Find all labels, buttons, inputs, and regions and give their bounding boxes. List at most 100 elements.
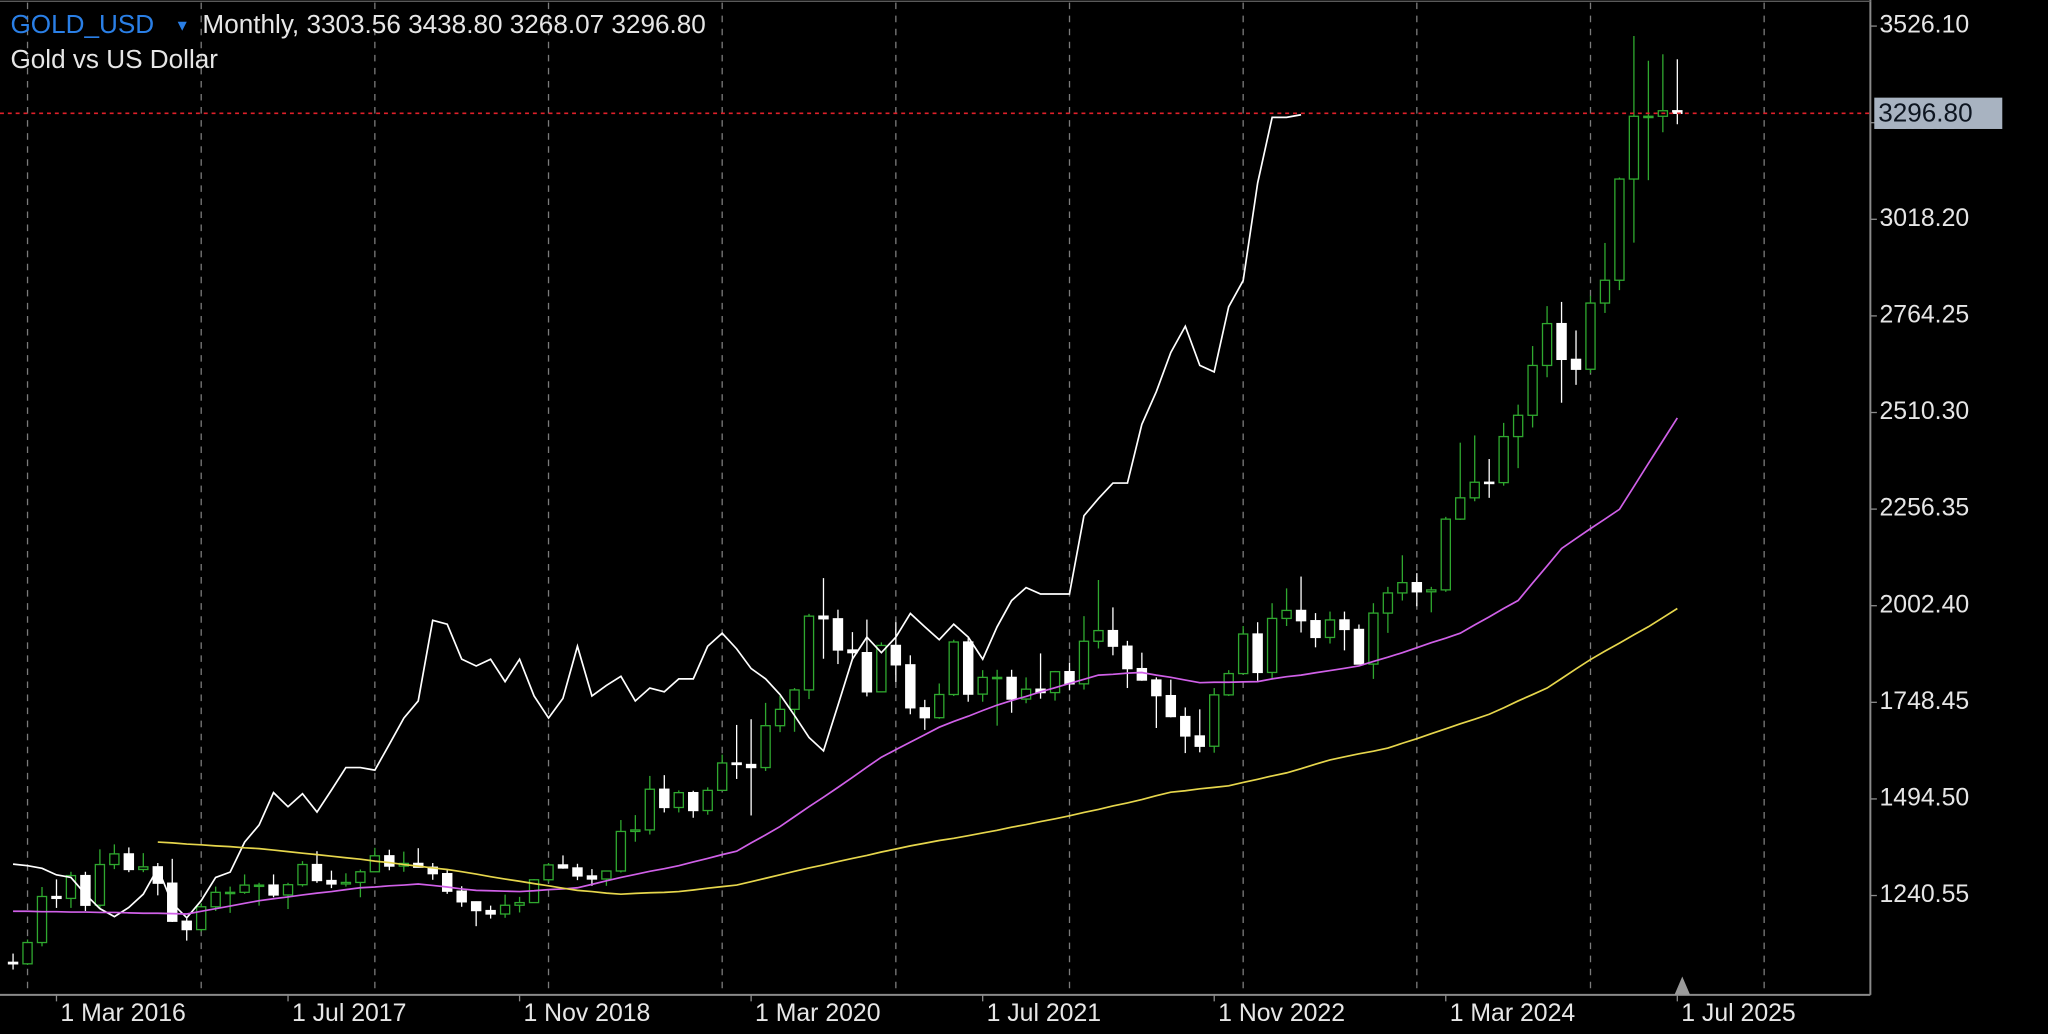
candle-body (297, 863, 308, 886)
candle-body (977, 676, 988, 695)
candle-body (962, 641, 974, 695)
candle-body (1541, 322, 1553, 367)
candle-body (253, 884, 265, 888)
candle-body (1281, 609, 1292, 620)
candle-body (1556, 322, 1567, 361)
candle-body (1180, 715, 1191, 737)
candle-body (659, 788, 670, 809)
candle-body (1093, 629, 1104, 642)
candle-body (123, 853, 135, 871)
candle-body (630, 829, 641, 833)
candle-body (1585, 302, 1596, 370)
candle-body (890, 644, 902, 666)
candle-body (1397, 582, 1408, 594)
candle-body (1266, 617, 1278, 674)
candle-body (1483, 481, 1495, 485)
candle-body (919, 707, 931, 719)
candle-body (51, 895, 62, 900)
candle-body (948, 641, 959, 696)
y-tick-label: 3526.10 (1880, 12, 1970, 39)
candle-body (1643, 115, 1654, 119)
y-tick-label: 3018.20 (1880, 205, 1970, 232)
y-tick-label: 2256.35 (1880, 495, 1970, 522)
y-tick-label: 1748.45 (1880, 688, 1970, 715)
candle-body (80, 874, 91, 906)
candle-body (905, 664, 916, 709)
candle-body (789, 689, 800, 710)
candle-body (1498, 435, 1509, 484)
period-marker (1674, 976, 1691, 995)
candle-body (1078, 640, 1090, 685)
candle-body (1368, 612, 1379, 665)
candle-body (94, 863, 106, 906)
candle-body (470, 901, 482, 912)
candle-body (355, 871, 366, 884)
candle-body (456, 890, 467, 903)
x-tick-label: 1 Jul 2017 (292, 1000, 406, 1027)
candle-body (1136, 667, 1148, 681)
candle-body (441, 873, 453, 892)
candle-body (181, 920, 192, 931)
candle-body (1151, 679, 1162, 697)
y-tick-label: 1494.50 (1880, 784, 1970, 811)
candle-body (1469, 481, 1480, 499)
candle-body (1310, 620, 1321, 639)
candle-body (1223, 672, 1234, 696)
candle-body (760, 725, 771, 769)
x-tick-label: 1 Jul 2021 (987, 1000, 1101, 1027)
candle-body (1295, 609, 1307, 622)
candle-body (138, 866, 149, 871)
candle-body (268, 884, 279, 896)
candle-body (818, 615, 829, 620)
candle-body (1455, 497, 1466, 520)
candle-body (803, 615, 815, 691)
candle-body (876, 644, 887, 693)
candle-body (557, 864, 569, 869)
candle-body (1252, 633, 1263, 674)
ohlc-header: Monthly, 3303.56 3438.80 3268.07 3296.80 (202, 9, 705, 39)
candle-body (109, 853, 120, 866)
symbol-dropdown[interactable]: ▾ (178, 14, 188, 35)
candle-body (1324, 619, 1336, 639)
x-tick-label: 1 Nov 2018 (523, 1000, 650, 1027)
candle-body (326, 879, 337, 885)
candle-body (1628, 115, 1640, 180)
candle-body (832, 618, 844, 651)
candle-body (847, 649, 858, 654)
y-tick-label: 2002.40 (1880, 591, 1970, 618)
candle-body (1194, 735, 1205, 747)
last-price-label: 3296.80 (1878, 98, 1972, 128)
candle-body (543, 864, 554, 881)
y-tick-label: 2764.25 (1880, 301, 1970, 328)
candle-body (934, 693, 945, 719)
candle-body (1237, 633, 1249, 675)
candle-body (485, 909, 496, 915)
candle-body (369, 855, 381, 873)
candle-body (1512, 414, 1524, 438)
candle-body (22, 941, 33, 965)
candle-body (384, 855, 395, 867)
plot (0, 36, 1871, 970)
candle-body (731, 762, 742, 766)
candle-body (1599, 279, 1611, 304)
candle-body (1122, 645, 1133, 670)
candle-body (1527, 364, 1538, 416)
candle-body (195, 906, 207, 931)
candle-body (1165, 694, 1177, 718)
symbol[interactable]: GOLD_USD (10, 9, 154, 39)
candle-body (239, 884, 250, 893)
candle-body (499, 904, 511, 915)
y-tick-label: 2510.30 (1880, 398, 1970, 425)
candle-body (282, 884, 294, 896)
candle-body (340, 881, 352, 885)
candle-body (716, 762, 728, 792)
subtitle: Gold vs US Dollar (10, 44, 218, 74)
x-tick-label: 1 Mar 2016 (60, 1000, 185, 1027)
axes: 3526.103272.153018.202764.252510.302256.… (55, 12, 2003, 1027)
candle-body (1353, 628, 1365, 665)
candle-body (1006, 676, 1017, 700)
candle-body (224, 891, 236, 895)
